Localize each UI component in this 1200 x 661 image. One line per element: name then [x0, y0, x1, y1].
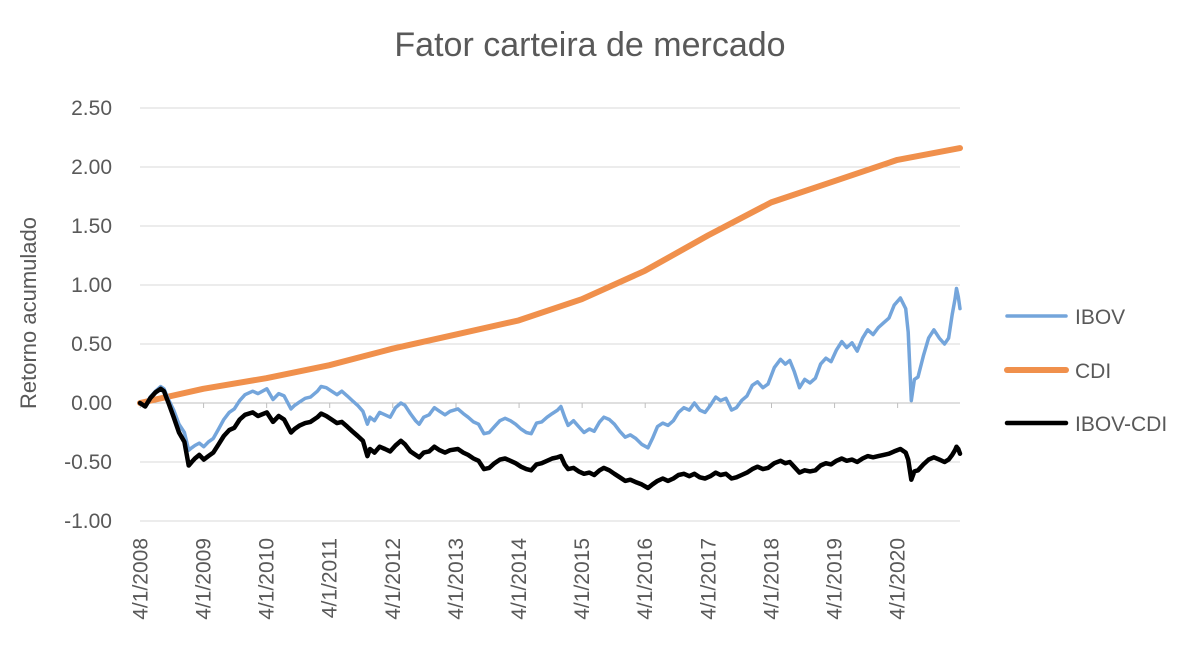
x-tick-label: 4/1/2017 [697, 538, 720, 620]
x-tick-label: 4/1/2015 [571, 538, 594, 620]
series-line-ibov [138, 286, 962, 452]
legend-label: IBOV [1075, 306, 1125, 329]
x-tick-label: 4/1/2014 [508, 538, 531, 620]
y-tick-label: 1.50 [71, 215, 112, 238]
gridlines [140, 107, 960, 522]
x-tick-label: 4/1/2009 [193, 538, 216, 620]
x-tick-label: 4/1/2016 [634, 538, 657, 620]
x-tick-label: 4/1/2019 [824, 538, 847, 620]
y-axis-title: Retorno acumulado [16, 217, 41, 409]
x-tick-label: 4/1/2010 [256, 538, 279, 620]
legend: IBOV CDI IBOV-CDI [1004, 306, 1167, 436]
x-tick-label: 4/1/2008 [129, 538, 152, 620]
y-tick-label: 2.00 [71, 156, 112, 179]
y-tick-label: -0.50 [64, 451, 112, 474]
y-axis-tick-labels: -1.00 -0.50 0.00 0.50 1.00 1.50 2.00 2.50 [64, 97, 112, 533]
legend-label: CDI [1075, 360, 1111, 383]
x-axis-tick-labels: 4/1/2008 4/1/2009 4/1/2010 4/1/2011 4/1/2012… [129, 403, 910, 620]
series-line-ibov-cdi [137, 386, 963, 491]
x-tick-label: 4/1/2020 [887, 538, 910, 620]
y-tick-label: -1.00 [64, 510, 112, 533]
x-tick-label: 4/1/2013 [445, 538, 468, 620]
y-tick-label: 2.50 [71, 97, 112, 120]
y-tick-label: 0.00 [71, 392, 112, 415]
x-tick-label: 4/1/2011 [319, 538, 342, 618]
chart-title: Fator carteira de mercado [394, 26, 785, 64]
y-tick-label: 1.00 [71, 274, 112, 297]
x-tick-label: 4/1/2018 [761, 538, 784, 620]
series-line-cdi [137, 145, 963, 406]
legend-label: IBOV-CDI [1075, 413, 1167, 436]
series-lines [137, 145, 963, 491]
x-tick-label: 4/1/2012 [382, 538, 405, 620]
y-tick-label: 0.50 [71, 333, 112, 356]
